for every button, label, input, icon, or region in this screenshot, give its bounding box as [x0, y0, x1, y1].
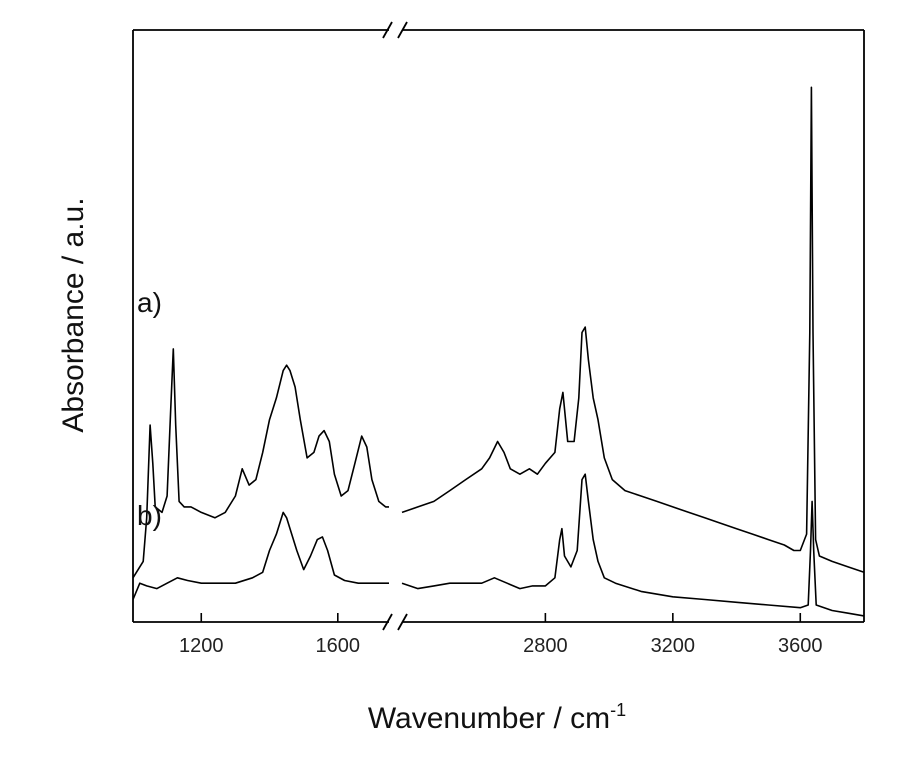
x-axis-title-superscript: -1 — [610, 700, 626, 720]
x-tick-label-3200: 3200 — [651, 635, 696, 657]
x-axis-title: Wavenumber / cm-1 — [368, 700, 626, 735]
x-tick-label-1200: 1200 — [179, 635, 224, 657]
x-tick-label-3600: 3600 — [778, 635, 823, 657]
series-b-line-segment-2 — [401, 473, 865, 617]
axis-break-top — [382, 21, 408, 39]
x-ticks — [200, 613, 802, 622]
x-tick-labels: 1200 1600 2800 3200 3600 — [179, 635, 823, 657]
series-a-line-segment-2 — [401, 86, 865, 574]
axis-break-bottom — [382, 613, 408, 631]
x-tick-label-1600: 1600 — [316, 635, 361, 657]
x-tick-label-2800: 2800 — [523, 635, 568, 657]
y-axis-title: Absorbance / a.u. — [57, 197, 90, 432]
series-label-b: b) — [137, 500, 162, 531]
series-b-line-segment-1 — [132, 511, 389, 600]
series-lines — [132, 86, 865, 617]
series-a-line-segment-1 — [132, 348, 389, 579]
x-axis-title-text: Wavenumber / cm — [368, 702, 610, 735]
series-label-a: a) — [137, 287, 162, 318]
